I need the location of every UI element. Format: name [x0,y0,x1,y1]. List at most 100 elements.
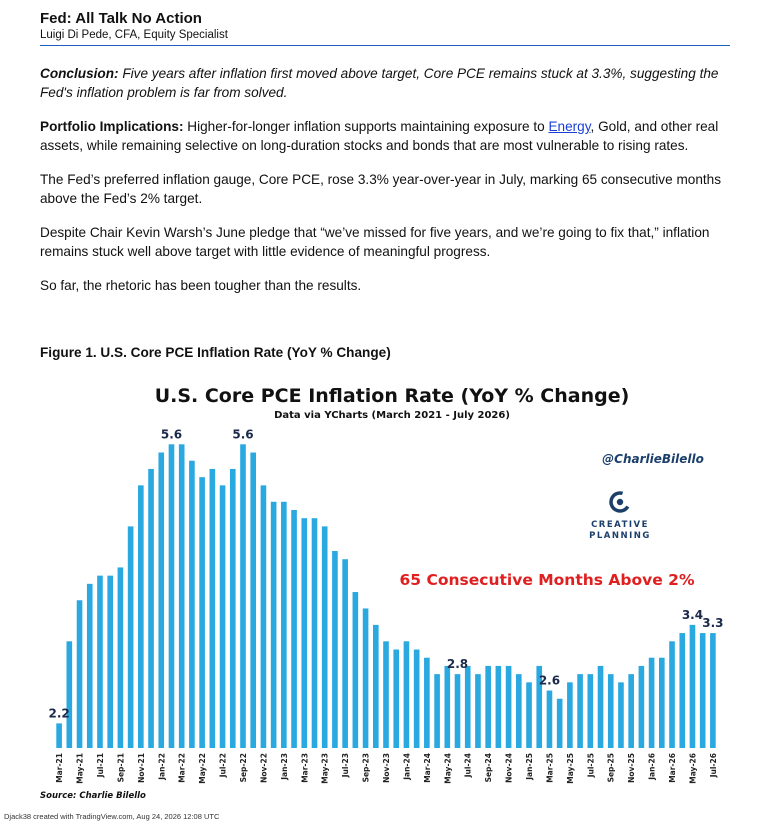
bar-40 [464,665,471,748]
bar-46 [526,682,532,748]
x-tick-label-3: Sep-21 [116,753,125,782]
bar-7 [127,526,134,748]
bar-32 [383,641,389,748]
x-tick-label-17: Jan-24 [402,753,411,781]
bar-20 [260,485,267,748]
creative-planning-logo: CREATIVE PLANNING [589,491,651,541]
bar-51 [577,674,583,748]
x-axis-tick-labels: Mar-21 May-21 Jul-21 Sep-21 Nov-21 Jan-22 Mar-… [55,753,718,784]
bar-31 [372,624,379,748]
portfolio-text-1: Higher-for-longer inflation supports mai… [183,119,549,134]
x-tick-label-7: May-22 [198,753,207,784]
x-tick-label-6: Mar-22 [178,753,187,783]
x-tick-label-29: Jan-26 [648,753,657,781]
logo-text-line-2: PLANNING [589,531,651,541]
bar-2 [76,600,83,748]
x-tick-label-19: May-24 [443,753,452,784]
x-tick-label-11: Jan-23 [280,753,289,781]
bar-29 [352,592,359,748]
bar-61 [679,633,686,748]
bar-35 [413,649,420,748]
bar-36 [424,657,430,748]
figure-caption: Figure 1. U.S. Core PCE Inflation Rate (… [40,345,391,360]
data-label-48: 2.6 [539,674,560,688]
bar-26 [321,526,328,748]
article-body: Conclusion: Five years after inflation f… [40,64,735,310]
bar-45 [515,674,522,748]
data-label-18: 5.6 [232,427,253,441]
bar-15 [209,468,216,748]
bar-63 [699,633,706,748]
article-author: Luigi Di Pede, CFA, Equity Specialist [40,29,228,41]
bar-60 [669,641,675,748]
bar-30 [362,608,369,748]
bar-41 [475,674,481,748]
bar-39 [454,674,461,748]
x-tick-label-4: Nov-21 [137,753,146,783]
bar-11 [168,444,175,748]
bar-28 [342,559,348,748]
bar-3 [86,583,93,748]
bar-series [56,444,716,748]
data-label-39: 2.8 [447,657,468,671]
bar-58 [648,657,655,748]
data-label-62: 3.4 [682,608,703,622]
bar-9 [148,468,154,748]
portfolio-label: Portfolio Implications: [40,119,184,134]
x-tick-label-9: Sep-22 [239,753,248,782]
data-label-64: 3.3 [702,616,723,630]
bar-13 [189,460,195,748]
bar-43 [495,665,502,748]
bar-49 [556,698,563,748]
x-tick-label-24: Mar-25 [545,753,554,783]
bar-42 [485,665,491,748]
x-tick-label-13: May-23 [321,753,330,784]
x-tick-label-30: Mar-26 [668,753,677,783]
bar-10 [158,452,165,748]
core-pce-chart: U.S. Core PCE Inflation Rate (YoY % Chan… [40,385,724,800]
bar-38 [444,665,451,748]
article-title: Fed: All Talk No Action [40,10,202,27]
bar-19 [250,452,257,748]
bar-59 [659,657,665,748]
x-tick-label-16: Nov-23 [382,753,391,783]
bar-37 [434,674,440,748]
x-tick-label-14: Jul-23 [341,753,350,778]
x-tick-label-22: Nov-24 [505,753,514,783]
bar-47 [536,665,543,748]
x-tick-label-32: Jul-26 [709,753,718,778]
paragraph-core-pce: The Fed’s preferred inflation gauge, Cor… [40,172,722,206]
x-tick-label-18: Mar-24 [423,753,432,783]
bar-5 [107,575,113,748]
bar-0 [56,723,62,748]
energy-link[interactable]: Energy [548,119,591,134]
bar-54 [607,674,614,748]
x-tick-label-27: Sep-25 [607,753,616,782]
x-tick-label-21: Sep-24 [484,753,493,782]
chart-handle: @CharlieBilello [602,452,704,466]
bar-25 [311,518,318,748]
bar-34 [403,641,410,748]
bar-16 [219,485,226,748]
bar-62 [689,624,696,748]
bar-57 [638,665,645,748]
bar-53 [597,665,604,748]
x-tick-label-5: Jan-22 [157,753,166,781]
x-tick-label-28: Nov-25 [627,753,636,783]
x-tick-label-15: Sep-23 [362,753,371,782]
bar-21 [270,501,277,748]
x-tick-label-2: Jul-21 [96,753,105,778]
conclusion-text: Five years after inflation first moved a… [40,66,719,100]
bar-23 [291,509,297,748]
x-tick-label-12: Mar-23 [300,753,309,783]
tradingview-credit: Djack38 created with TradingView.com, Au… [4,812,220,821]
bar-22 [281,501,287,748]
bar-48 [546,690,553,748]
bar-56 [628,674,634,748]
x-tick-label-25: May-25 [566,753,575,784]
bar-44 [505,665,512,748]
bar-24 [301,518,308,748]
bar-12 [178,444,185,748]
portfolio-text-2: , Gold, and other real assets, while rem… [40,119,719,153]
logo-text-line-1: CREATIVE [591,520,649,530]
